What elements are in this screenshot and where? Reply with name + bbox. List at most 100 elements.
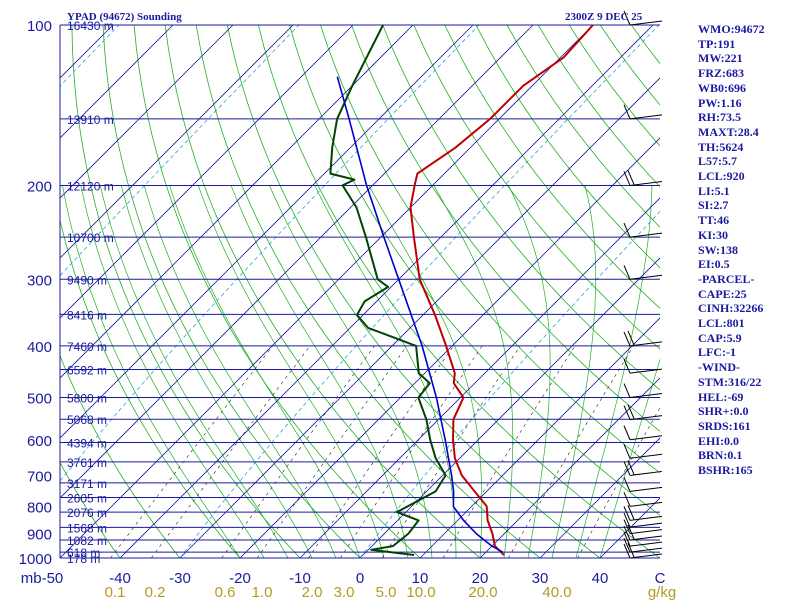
height-label: 2605 m (67, 491, 107, 505)
index-line: TH:5624 (698, 139, 744, 154)
index-line: KI:30 (698, 227, 728, 242)
wind-barb (623, 531, 663, 547)
moist-adiabat-line (230, 185, 409, 558)
wind-barb (623, 492, 663, 507)
height-label: 618 m (67, 546, 100, 560)
index-line: -WIND- (698, 360, 740, 375)
index-line: HEL:-69 (698, 389, 744, 404)
mixing-ratio-line (110, 345, 273, 558)
height-label: 1568 m (67, 521, 107, 535)
wind-barb (623, 519, 663, 535)
temperature-tick-label: -10 (289, 570, 311, 587)
dry-adiabat-line (60, 354, 181, 558)
mixing-ratio-line (151, 345, 311, 558)
index-line: MW:221 (698, 51, 743, 66)
index-line: CAP:5.9 (698, 330, 742, 345)
index-line: EHI:0.0 (698, 433, 740, 448)
dry-adiabat-line (382, 25, 660, 391)
index-line: MAXT:28.4 (698, 124, 759, 139)
moist-adiabat-line (120, 185, 313, 558)
temperature-line (409, 25, 594, 556)
wind-barb (623, 10, 663, 26)
wind-barb (623, 170, 663, 186)
height-label: 2076 m (67, 506, 107, 520)
wind-barb (623, 505, 663, 521)
height-label: 4394 m (67, 436, 107, 450)
moist-adiabat-line (80, 185, 265, 558)
wind-barb (623, 542, 663, 559)
index-line: CAPE:25 (698, 286, 747, 301)
wind-barb (623, 358, 663, 374)
temperature-tick-label: mb-50 (21, 570, 64, 587)
isotherm-line (60, 25, 174, 139)
pressure-label: 700 (27, 468, 52, 485)
height-label: 16430 m (67, 19, 114, 33)
dry-adiabat-line (258, 25, 660, 558)
wind-barb (623, 104, 663, 120)
index-line: RH:73.5 (698, 110, 741, 125)
temperature-tick-label: C (655, 570, 666, 587)
moist-adiabat-line (575, 185, 653, 558)
pressure-label: 300 (27, 272, 52, 289)
moist-adiabat-line (314, 185, 457, 558)
dry-adiabat-line (60, 557, 61, 558)
moist-adiabat-line (433, 185, 514, 558)
pressure-label: 500 (27, 391, 52, 408)
temperature-tick-label: 20 (472, 570, 489, 587)
isotherm-line (60, 25, 414, 379)
moist-adiabat-line (551, 185, 597, 558)
isotherm-line (359, 257, 660, 558)
isotherm-line (60, 25, 354, 319)
chart-datetime: 2300Z 9 DEC 25 (565, 11, 643, 23)
wind-barb (623, 537, 663, 553)
pressure-label: 900 (27, 527, 52, 544)
isotherm-line (60, 25, 294, 259)
mixing-ratio-line (442, 345, 576, 558)
height-label: 1082 m (67, 534, 107, 548)
index-line: CINH:32266 (698, 301, 764, 316)
height-label: 6592 m (67, 364, 107, 378)
index-line: SRDS:161 (698, 418, 751, 433)
dry-adiabat-line (475, 25, 660, 269)
mixing-ratio-label: 0.1 (105, 584, 126, 600)
isotherm-line (419, 317, 660, 558)
mixing-ratio-line (508, 345, 634, 558)
wind-barb (623, 265, 663, 280)
index-line: WB0:696 (698, 80, 746, 95)
mixing-ratio-line (340, 345, 483, 558)
wind-barb (623, 404, 663, 421)
isotherm-line (60, 25, 234, 199)
mixing-ratio-label: 5.0 (376, 584, 397, 600)
height-label: 12120 m (67, 179, 114, 193)
mixing-ratio-label: 2.0 (302, 584, 323, 600)
index-line: TT:46 (698, 213, 730, 228)
index-line: FRZ:683 (698, 66, 744, 81)
dry-adiabat-line (60, 461, 121, 558)
temperature-tick-label: 10 (412, 570, 429, 587)
chart-title: YPAD (94672) Sounding (67, 11, 182, 23)
parcel-line (336, 76, 504, 553)
temperature-tick-label: -40 (109, 570, 131, 587)
moist-adiabat-line (99, 185, 289, 558)
pressure-label: 100 (27, 18, 52, 35)
mixing-ratio-label: 1.0 (252, 584, 273, 600)
pressure-label: 1000 (19, 551, 52, 568)
pressure-label: 600 (27, 433, 52, 450)
isotherm-line (60, 25, 534, 499)
mixing-ratio-label: 0.2 (145, 584, 166, 600)
index-line: WMO:94672 (698, 22, 765, 36)
mixing-ratio-label: 10.0 (406, 584, 435, 600)
height-label: 8416 m (67, 308, 107, 322)
height-label: 7460 m (67, 340, 107, 354)
isotherm-line (299, 197, 660, 558)
index-line: TP:191 (698, 36, 736, 51)
index-line: LCL:920 (698, 169, 745, 184)
pressure-label: 400 (27, 339, 52, 356)
dry-adiabat-line (351, 25, 660, 432)
wind-barb (623, 477, 663, 492)
index-line: LI:5.1 (698, 183, 730, 198)
mixing-ratio-label: 40.0 (542, 584, 571, 600)
isotherm-line (239, 137, 660, 558)
mixing-ratio-label: 0.6 (215, 584, 236, 600)
index-line: LCL:801 (698, 316, 745, 331)
